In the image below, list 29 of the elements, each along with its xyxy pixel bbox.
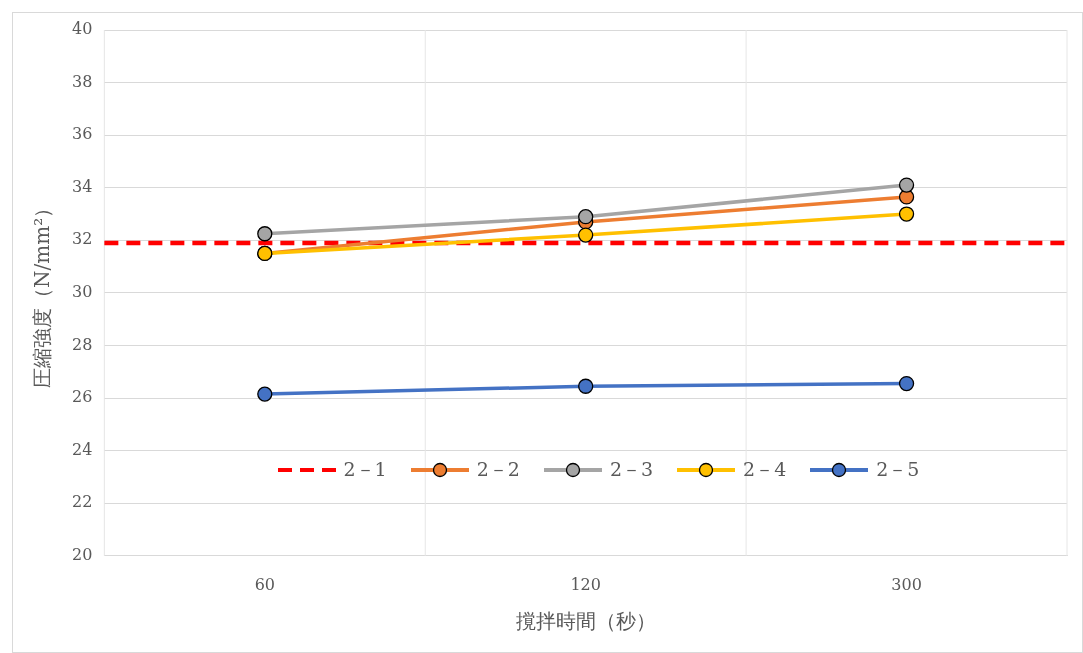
y-tick-label: 34 [72,176,93,196]
legend-label: 2－5 [876,457,920,482]
point [578,227,594,243]
y-tick-label: 22 [72,492,93,512]
y-tick-label: 30 [72,282,93,302]
point [578,378,594,394]
legend-label: 2－1 [343,457,387,482]
y-tick-label: 28 [72,334,93,354]
point [257,226,273,242]
y-tick-label: 38 [72,71,93,91]
y-tick-label: 40 [72,19,93,39]
point [898,177,915,193]
legend-label: 2－3 [609,457,654,482]
y-tick-label: 36 [72,124,93,144]
x-tick-label: 300 [891,574,922,594]
x-tick-label: 120 [570,574,601,594]
legend-label: 2－4 [743,457,787,482]
legend-label: 2－2 [476,457,520,482]
x-tick-label: 60 [254,574,275,594]
y-tick-label: 24 [72,439,93,459]
point [898,206,915,222]
y-axis-title: 圧縮強度（N/mm²） [30,197,55,388]
y-tick-label: 26 [72,387,93,407]
y-tick-label: 20 [72,544,93,564]
y-tick-label: 32 [72,229,93,249]
point [257,386,273,402]
point [898,375,915,392]
x-axis-title: 撹拌時間（秒） [515,609,656,634]
point [578,209,594,225]
